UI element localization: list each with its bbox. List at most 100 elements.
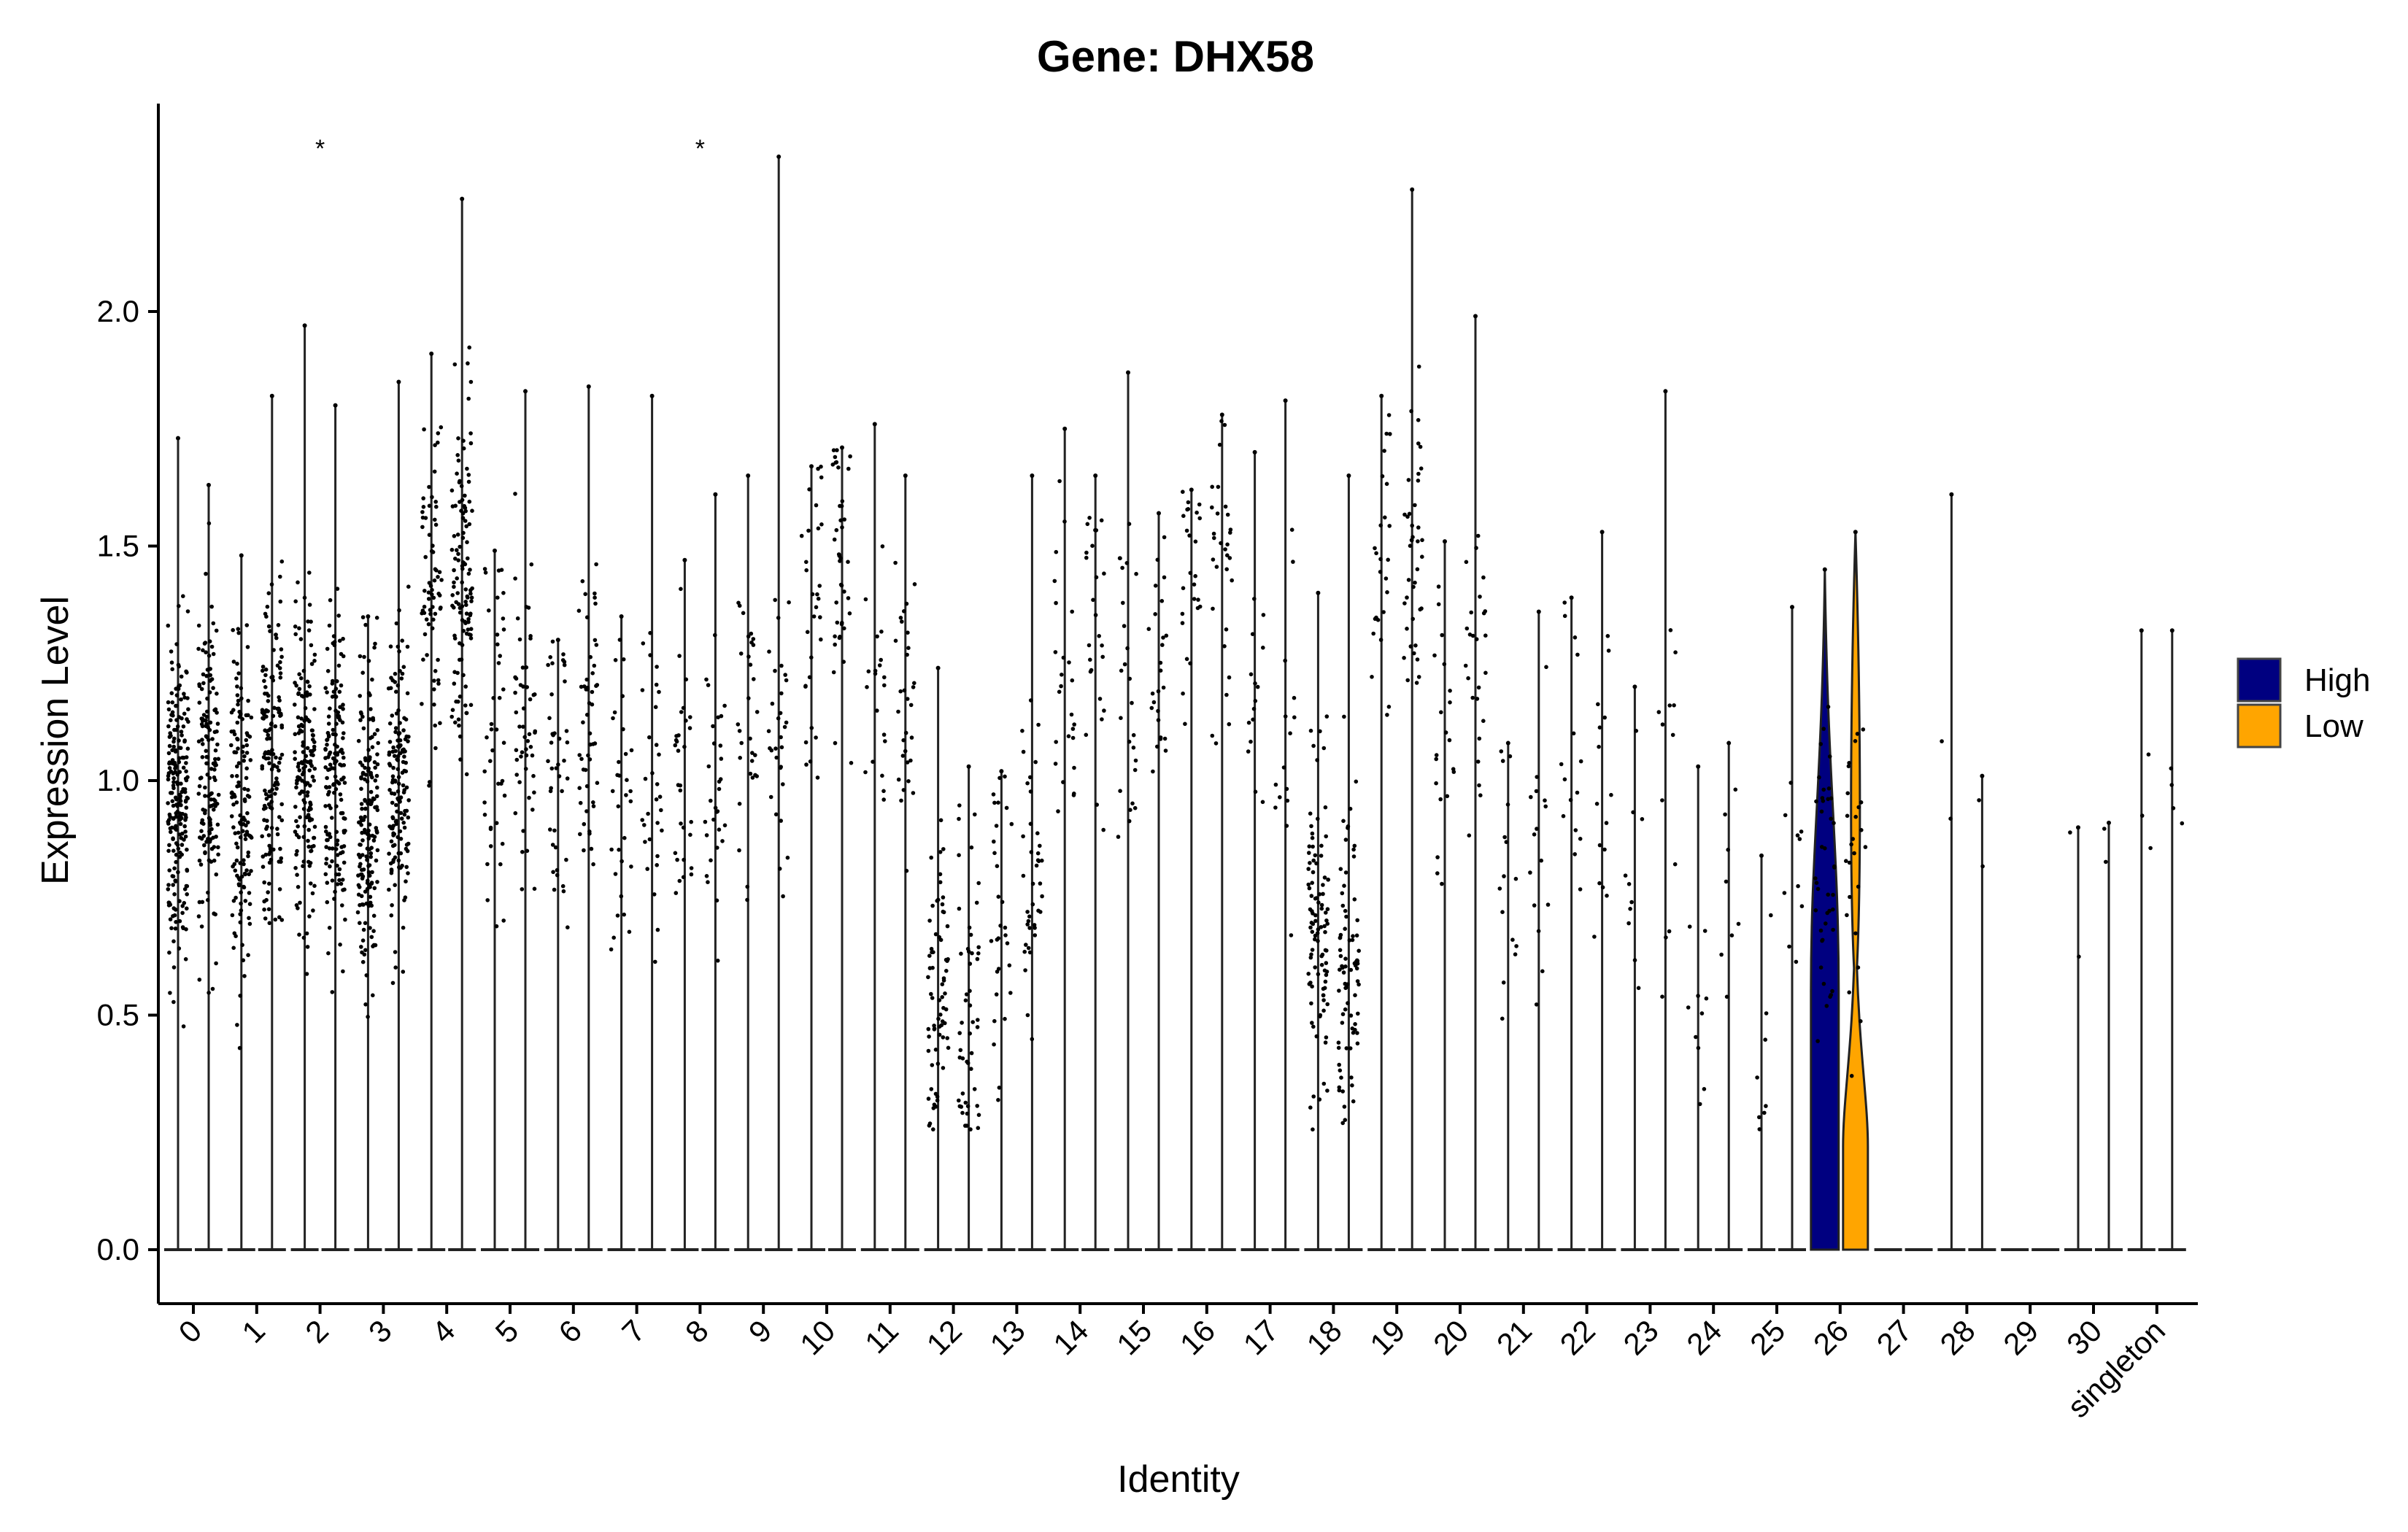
data-point bbox=[968, 989, 972, 994]
data-point bbox=[242, 786, 247, 792]
data-point bbox=[306, 838, 310, 843]
data-point bbox=[177, 946, 182, 951]
data-point bbox=[1321, 998, 1326, 1002]
data-point bbox=[174, 693, 180, 697]
data-point bbox=[452, 681, 457, 686]
data-point bbox=[655, 782, 660, 786]
data-point bbox=[1343, 837, 1348, 842]
data-point bbox=[338, 943, 342, 947]
data-point bbox=[904, 601, 909, 606]
data-point bbox=[930, 950, 934, 955]
data-point bbox=[1088, 657, 1092, 662]
data-point bbox=[1406, 578, 1411, 582]
data-point bbox=[303, 780, 307, 785]
data-point bbox=[1188, 661, 1192, 666]
data-point bbox=[432, 578, 437, 583]
data-point bbox=[458, 757, 463, 762]
data-point bbox=[1210, 484, 1214, 490]
data-point bbox=[943, 957, 949, 962]
data-point bbox=[713, 632, 717, 638]
data-point bbox=[368, 789, 374, 794]
data-point bbox=[849, 761, 854, 765]
data-point bbox=[1325, 1002, 1330, 1007]
data-point bbox=[779, 745, 784, 750]
data-point bbox=[366, 828, 371, 833]
data-point bbox=[926, 1026, 931, 1032]
data-point bbox=[199, 686, 204, 692]
data-point bbox=[1225, 542, 1230, 547]
data-point bbox=[460, 566, 465, 571]
data-point bbox=[1604, 821, 1609, 825]
data-point bbox=[301, 766, 306, 770]
data-point bbox=[1025, 922, 1030, 926]
data-point bbox=[467, 499, 472, 504]
data-point bbox=[183, 818, 188, 822]
data-point bbox=[1605, 894, 1609, 898]
data-point bbox=[1341, 819, 1346, 824]
data-point bbox=[263, 611, 268, 616]
data-point bbox=[1023, 968, 1027, 972]
data-point bbox=[197, 700, 202, 705]
data-point bbox=[1672, 862, 1678, 867]
data-point bbox=[1215, 511, 1220, 516]
data-point bbox=[1311, 870, 1316, 875]
data-point bbox=[1634, 729, 1639, 733]
data-point bbox=[880, 773, 884, 778]
data-point bbox=[485, 735, 489, 740]
data-point bbox=[908, 703, 914, 708]
data-point bbox=[309, 662, 314, 666]
data-point bbox=[1413, 643, 1418, 648]
data-point bbox=[1696, 764, 1701, 769]
data-point bbox=[549, 740, 554, 745]
data-point bbox=[1348, 806, 1353, 811]
data-point bbox=[839, 503, 844, 508]
data-point bbox=[307, 603, 312, 607]
data-point bbox=[1127, 819, 1132, 824]
data-point bbox=[1375, 618, 1381, 622]
data-point bbox=[1310, 909, 1314, 913]
data-point bbox=[358, 843, 363, 847]
data-point bbox=[1832, 821, 1836, 825]
data-point bbox=[1219, 541, 1223, 546]
data-point bbox=[180, 843, 185, 847]
data-point bbox=[1596, 702, 1600, 707]
data-point bbox=[450, 708, 455, 712]
data-point bbox=[746, 654, 751, 659]
data-point bbox=[1306, 882, 1311, 887]
data-point bbox=[1481, 611, 1486, 616]
data-point bbox=[365, 832, 370, 837]
data-point bbox=[970, 951, 974, 956]
data-point bbox=[1150, 691, 1155, 696]
data-point bbox=[1348, 967, 1354, 972]
data-point bbox=[997, 775, 1002, 781]
data-point bbox=[938, 937, 943, 943]
data-point bbox=[360, 772, 366, 776]
data-point bbox=[523, 767, 528, 771]
data-point bbox=[582, 848, 586, 853]
data-point bbox=[1321, 993, 1326, 997]
data-point bbox=[838, 582, 844, 587]
data-point bbox=[455, 591, 460, 595]
data-point bbox=[737, 603, 742, 608]
data-point bbox=[1499, 749, 1504, 754]
data-point bbox=[1575, 790, 1580, 795]
data-point bbox=[655, 854, 660, 859]
data-point bbox=[1544, 665, 1548, 670]
data-point bbox=[430, 495, 434, 500]
y-tick-label: 1.5 bbox=[97, 529, 139, 563]
data-point bbox=[399, 816, 404, 821]
data-point bbox=[359, 786, 363, 792]
data-point bbox=[171, 744, 176, 749]
x-tick-label: 13 bbox=[983, 1313, 1031, 1361]
data-point bbox=[261, 854, 266, 859]
data-point bbox=[611, 935, 616, 940]
data-point bbox=[842, 626, 846, 631]
data-point bbox=[232, 732, 237, 737]
data-point bbox=[1729, 933, 1734, 937]
data-point bbox=[1316, 900, 1321, 905]
data-point bbox=[366, 691, 371, 695]
data-point bbox=[363, 1002, 368, 1007]
data-point bbox=[304, 693, 309, 698]
data-point bbox=[1326, 878, 1330, 882]
data-point bbox=[242, 858, 246, 862]
